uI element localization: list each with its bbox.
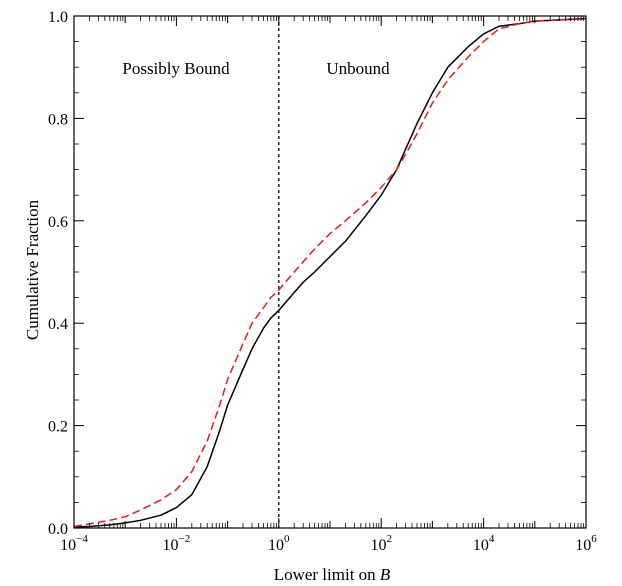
x-tick-label-base: 10 (60, 537, 76, 554)
y-axis-label: Cumulative Fraction (23, 199, 42, 340)
x-tick-label-exponent: 6 (591, 533, 597, 545)
x-axis-label: Lower limit on B (274, 565, 391, 584)
x-tick-label-exponent: 2 (386, 533, 392, 545)
x-axis-label-variable: B (380, 565, 391, 584)
x-tick-label-base: 10 (575, 537, 591, 554)
x-tick-label-base: 10 (370, 537, 386, 554)
x-tick-label-base: 10 (473, 537, 489, 554)
plot-border (73, 15, 587, 529)
x-tick-label: 104 (473, 533, 495, 554)
x-tick-label: 106 (575, 533, 597, 554)
y-tick-label: 1.0 (48, 9, 68, 26)
x-tick-label-exponent: 4 (489, 533, 495, 545)
series-solid-black-line (73, 17, 587, 528)
x-tick-label: 102 (370, 533, 392, 554)
plot-area (73, 16, 587, 528)
y-tick-label: 0.8 (48, 111, 68, 128)
plot-frame (73, 15, 587, 529)
x-tick-label-exponent: −2 (179, 533, 191, 545)
y-tick-label: 0.2 (48, 419, 68, 436)
y-tick-label: 0.4 (48, 316, 68, 333)
y-tick-label: 0.6 (48, 214, 68, 231)
x-tick-label-exponent: 0 (284, 533, 290, 545)
x-tick-label-base: 10 (268, 537, 284, 554)
annotation-unbound: Unbound (326, 59, 390, 78)
series-dashed-red-line (73, 17, 587, 528)
x-tick-label-exponent: −4 (76, 533, 88, 545)
x-tick-label: 100 (268, 533, 290, 554)
x-tick-label-base: 10 (163, 537, 179, 554)
x-tick-label: 10−4 (60, 533, 88, 554)
x-tick-label: 10−2 (163, 533, 191, 554)
y-tick-label: 0.0 (48, 521, 68, 538)
annotation-possibly-bound: Possibly Bound (122, 59, 230, 78)
x-axis-label-text: Lower limit on (274, 565, 380, 584)
